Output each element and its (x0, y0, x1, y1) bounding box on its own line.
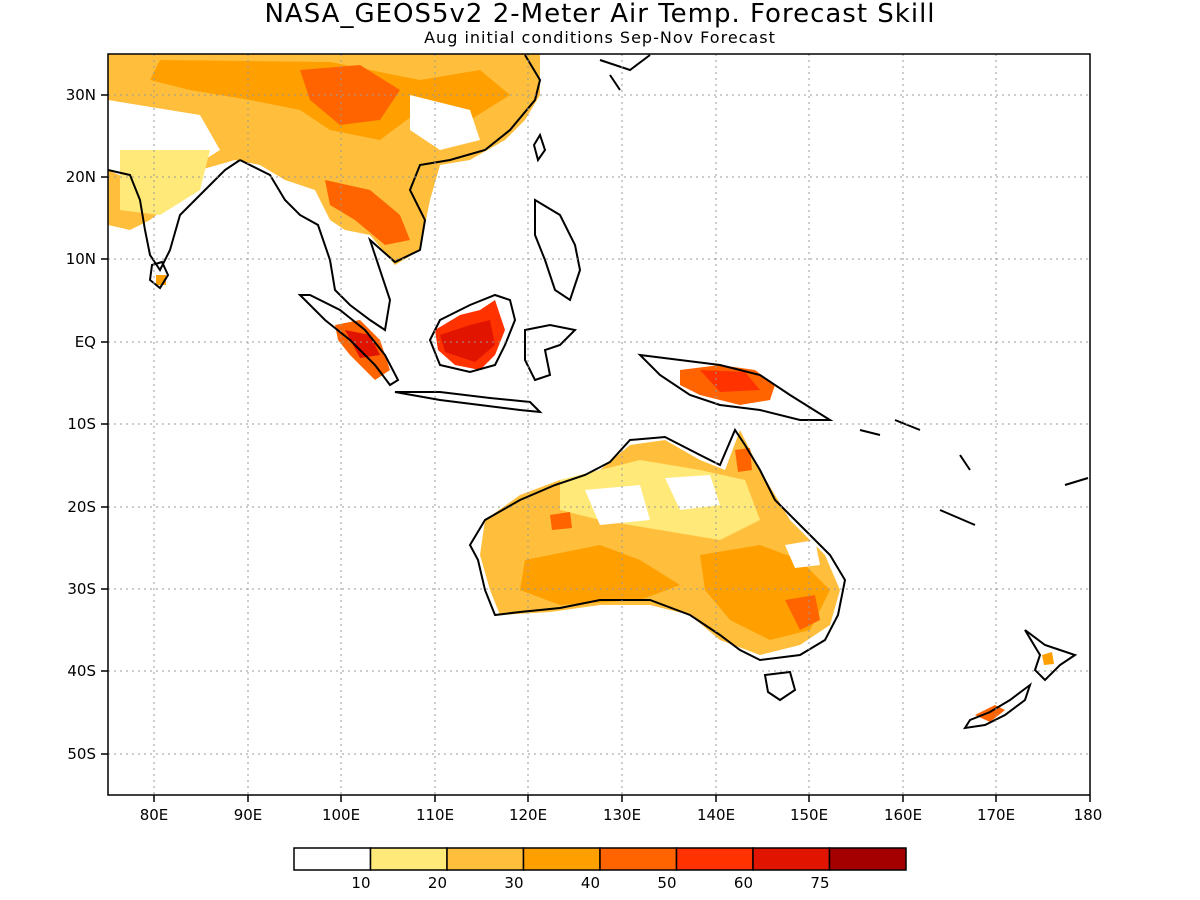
coast-se-asia (239, 54, 542, 332)
shade-aus-red-west (550, 512, 572, 530)
lat-tick-label: 10N (66, 250, 96, 268)
lon-tick-label: 130E (603, 806, 641, 824)
lat-tick-label: EQ (75, 333, 96, 351)
shade-asia-hot2 (325, 180, 410, 245)
lon-tick-label: 120E (509, 806, 547, 824)
lat-tick-label: 30S (67, 580, 96, 598)
coast-java (394, 391, 543, 414)
lat-tick-label: 40S (67, 662, 96, 680)
shade-aus-red-north (735, 448, 752, 472)
skill-shading (108, 54, 1054, 722)
lat-tick-label: 30N (66, 86, 96, 104)
lat-tick-label: 50S (67, 745, 96, 763)
lon-tick-label: 150E (790, 806, 828, 824)
lon-tick-label: 90E (234, 806, 263, 824)
lat-tick-label: 10S (67, 415, 96, 433)
map-subtitle: Aug initial conditions Sep-Nov Forecast (424, 28, 776, 47)
shade-asia-white1 (410, 95, 480, 150)
colorbar-label: 10 (351, 874, 370, 892)
colorbar-swatch (752, 847, 831, 871)
colorbar-swatch (446, 847, 525, 871)
lon-tick-label: 80E (140, 806, 169, 824)
coast-india (108, 159, 241, 272)
shade-aus-orange1 (520, 545, 680, 605)
tick-marks (101, 94, 1091, 802)
coast-srilanka (148, 260, 170, 290)
coast-japan (599, 54, 651, 91)
colorbar-swatch (522, 847, 601, 871)
coast-australia (468, 427, 847, 662)
shade-aus-white2 (665, 475, 720, 510)
shade-nz-south (975, 705, 1005, 722)
coastlines (108, 54, 1089, 730)
coast-pacific-islands (859, 419, 1089, 526)
map-title: NASA_GEOS5v2 2-Meter Air Temp. Forecast … (264, 0, 936, 29)
shade-newguinea-hot (700, 370, 760, 392)
coast-sulawesi (524, 323, 578, 382)
shade-india-yellow (120, 150, 210, 215)
coast-nz-south (963, 682, 1032, 730)
lon-tick-label: 110E (416, 806, 454, 824)
shade-nz-north (1042, 652, 1054, 665)
shade-borneo-hot (440, 320, 495, 362)
colorbar-label: 60 (734, 874, 753, 892)
colorbar-label: 40 (581, 874, 600, 892)
lon-tick-label: 170E (977, 806, 1015, 824)
shade-aus-hot (785, 595, 820, 630)
coast-newguinea (637, 353, 834, 421)
colorbar-swatch (369, 847, 448, 871)
colorbar: 10 20 30 40 50 60 75 (293, 847, 907, 892)
coast-tasmania (763, 670, 797, 702)
grid-lines (108, 54, 1090, 795)
colorbar-label: 20 (428, 874, 447, 892)
shade-sumatra-hot (345, 330, 380, 358)
shade-aus-white3 (785, 540, 820, 568)
lon-tick-label: 160E (884, 806, 922, 824)
coast-borneo (428, 293, 517, 374)
coast-sumatra (297, 294, 400, 387)
coast-taiwan (532, 132, 547, 163)
shade-aus-white1 (585, 485, 650, 525)
coast-philippines (534, 198, 582, 302)
colorbar-label: 30 (504, 874, 523, 892)
lat-tick-label: 20N (66, 168, 96, 186)
lon-tick-labels: 80E 90E 100E 110E 120E 130E 140E 150E 16… (140, 806, 1103, 824)
lon-tick-label: 140E (697, 806, 735, 824)
coast-nz-north (1024, 629, 1078, 682)
lat-tick-label: 20S (67, 498, 96, 516)
colorbar-swatch (293, 847, 372, 871)
lon-tick-label: 100E (322, 806, 360, 824)
lat-tick-labels: 30N 20N 10N EQ 10S 20S 30S 40S 50S (66, 86, 96, 763)
colorbar-swatch (828, 847, 907, 871)
colorbar-swatch (599, 847, 678, 871)
colorbar-label: 75 (810, 874, 829, 892)
colorbar-swatch (675, 847, 754, 871)
lon-tick-label: 180 (1074, 806, 1103, 824)
colorbar-label: 50 (657, 874, 676, 892)
